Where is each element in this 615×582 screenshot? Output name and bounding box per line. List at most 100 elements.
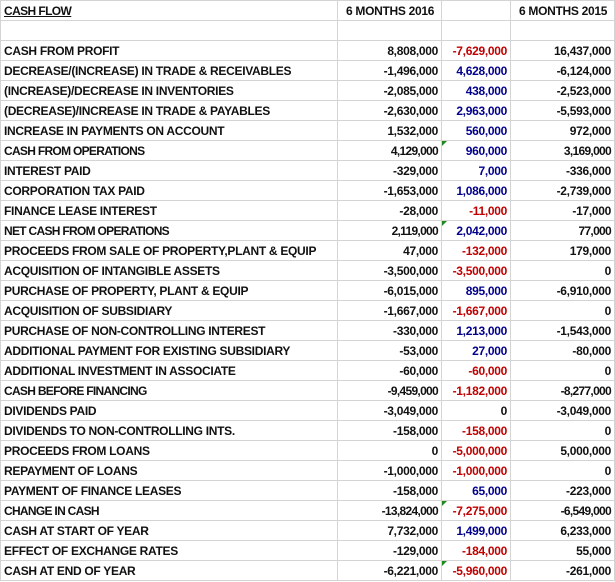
- difference-cell[interactable]: -5,960,000: [441, 560, 511, 581]
- row-label-cell[interactable]: ADDITIONAL INVESTMENT IN ASSOCIATE: [0, 360, 338, 381]
- row-label-cell[interactable]: PAYMENT OF FINANCE LEASES: [0, 480, 338, 501]
- value-2016-cell[interactable]: -6,221,000: [337, 560, 442, 581]
- row-label-cell[interactable]: INTEREST PAID: [0, 160, 338, 181]
- row-label-cell[interactable]: PURCHASE OF PROPERTY, PLANT & EQUIP: [0, 280, 338, 301]
- difference-cell[interactable]: 27,000: [441, 340, 511, 361]
- row-label-cell[interactable]: PROCEEDS FROM SALE OF PROPERTY,PLANT & E…: [0, 240, 338, 261]
- value-2016-cell[interactable]: 47,000: [337, 240, 442, 261]
- row-label-cell[interactable]: DECREASE/(INCREASE) IN TRADE & RECEIVABL…: [0, 60, 338, 81]
- difference-cell[interactable]: 2,042,000: [441, 220, 511, 241]
- empty-cell[interactable]: [441, 20, 511, 41]
- value-2016-cell[interactable]: -28,000: [337, 200, 442, 221]
- sheet-title[interactable]: CASH FLOW: [0, 0, 338, 21]
- difference-cell[interactable]: 1,086,000: [441, 180, 511, 201]
- value-2016-cell[interactable]: -330,000: [337, 320, 442, 341]
- value-2015-cell[interactable]: 5,000,000: [510, 440, 615, 461]
- value-2016-cell[interactable]: -6,015,000: [337, 280, 442, 301]
- row-label-cell[interactable]: ACQUISITION OF SUBSIDIARY: [0, 300, 338, 321]
- value-2016-cell[interactable]: -129,000: [337, 540, 442, 561]
- value-2015-cell[interactable]: 77,000: [510, 220, 615, 241]
- value-2016-cell[interactable]: -1,000,000: [337, 460, 442, 481]
- row-label-cell[interactable]: (INCREASE)/DECREASE IN INVENTORIES: [0, 80, 338, 101]
- difference-cell[interactable]: 438,000: [441, 80, 511, 101]
- value-2015-cell[interactable]: -3,049,000: [510, 400, 615, 421]
- column-header-2015[interactable]: 6 MONTHS 2015: [510, 0, 615, 21]
- difference-cell[interactable]: 895,000: [441, 280, 511, 301]
- value-2016-cell[interactable]: -60,000: [337, 360, 442, 381]
- column-header-difference[interactable]: [441, 0, 511, 21]
- row-label-cell[interactable]: PROCEEDS FROM LOANS: [0, 440, 338, 461]
- row-label-cell[interactable]: PURCHASE OF NON-CONTROLLING INTEREST: [0, 320, 338, 341]
- difference-cell[interactable]: -11,000: [441, 200, 511, 221]
- value-2015-cell[interactable]: 16,437,000: [510, 40, 615, 61]
- row-label-cell[interactable]: CASH FROM OPERATIONS: [0, 140, 338, 161]
- row-label-cell[interactable]: CORPORATION TAX PAID: [0, 180, 338, 201]
- value-2016-cell[interactable]: -1,667,000: [337, 300, 442, 321]
- value-2016-cell[interactable]: -13,824,000: [337, 500, 442, 521]
- value-2015-cell[interactable]: -336,000: [510, 160, 615, 181]
- value-2015-cell[interactable]: 0: [510, 300, 615, 321]
- value-2015-cell[interactable]: 0: [510, 260, 615, 281]
- value-2015-cell[interactable]: -223,000: [510, 480, 615, 501]
- row-label-cell[interactable]: EFFECT OF EXCHANGE RATES: [0, 540, 338, 561]
- row-label-cell[interactable]: (DECREASE)/INCREASE IN TRADE & PAYABLES: [0, 100, 338, 121]
- value-2016-cell[interactable]: 4,129,000: [337, 140, 442, 161]
- value-2016-cell[interactable]: 2,119,000: [337, 220, 442, 241]
- value-2016-cell[interactable]: -1,496,000: [337, 60, 442, 81]
- difference-cell[interactable]: -1,000,000: [441, 460, 511, 481]
- difference-cell[interactable]: -1,667,000: [441, 300, 511, 321]
- value-2016-cell[interactable]: -158,000: [337, 420, 442, 441]
- row-label-cell[interactable]: ACQUISITION OF INTANGIBLE ASSETS: [0, 260, 338, 281]
- value-2016-cell[interactable]: 0: [337, 440, 442, 461]
- value-2015-cell[interactable]: 3,169,000: [510, 140, 615, 161]
- value-2016-cell[interactable]: -53,000: [337, 340, 442, 361]
- difference-cell[interactable]: -132,000: [441, 240, 511, 261]
- column-header-2016[interactable]: 6 MONTHS 2016: [337, 0, 442, 21]
- empty-cell[interactable]: [337, 20, 442, 41]
- row-label-cell[interactable]: DIVIDENDS PAID: [0, 400, 338, 421]
- difference-cell[interactable]: 560,000: [441, 120, 511, 141]
- value-2015-cell[interactable]: 6,233,000: [510, 520, 615, 541]
- row-label-cell[interactable]: INCREASE IN PAYMENTS ON ACCOUNT: [0, 120, 338, 141]
- value-2016-cell[interactable]: -2,085,000: [337, 80, 442, 101]
- difference-cell[interactable]: 7,000: [441, 160, 511, 181]
- value-2016-cell[interactable]: -2,630,000: [337, 100, 442, 121]
- difference-cell[interactable]: -184,000: [441, 540, 511, 561]
- difference-cell[interactable]: 960,000: [441, 140, 511, 161]
- value-2015-cell[interactable]: -6,910,000: [510, 280, 615, 301]
- empty-cell[interactable]: [510, 20, 615, 41]
- difference-cell[interactable]: -1,182,000: [441, 380, 511, 401]
- row-label-cell[interactable]: CASH BEFORE FINANCING: [0, 380, 338, 401]
- row-label-cell[interactable]: CHANGE IN CASH: [0, 500, 338, 521]
- value-2016-cell[interactable]: -3,500,000: [337, 260, 442, 281]
- row-label-cell[interactable]: CASH AT END OF YEAR: [0, 560, 338, 581]
- value-2015-cell[interactable]: 0: [510, 460, 615, 481]
- difference-cell[interactable]: -7,629,000: [441, 40, 511, 61]
- empty-cell[interactable]: [0, 20, 338, 41]
- value-2015-cell[interactable]: -8,277,000: [510, 380, 615, 401]
- value-2015-cell[interactable]: -1,543,000: [510, 320, 615, 341]
- value-2015-cell[interactable]: 0: [510, 360, 615, 381]
- difference-cell[interactable]: 65,000: [441, 480, 511, 501]
- value-2016-cell[interactable]: 1,532,000: [337, 120, 442, 141]
- difference-cell[interactable]: -60,000: [441, 360, 511, 381]
- row-label-cell[interactable]: CASH AT START OF YEAR: [0, 520, 338, 541]
- value-2015-cell[interactable]: 55,000: [510, 540, 615, 561]
- row-label-cell[interactable]: ADDITIONAL PAYMENT FOR EXISTING SUBSIDIA…: [0, 340, 338, 361]
- row-label-cell[interactable]: NET CASH FROM OPERATIONS: [0, 220, 338, 241]
- row-label-cell[interactable]: FINANCE LEASE INTEREST: [0, 200, 338, 221]
- difference-cell[interactable]: -7,275,000: [441, 500, 511, 521]
- difference-cell[interactable]: -158,000: [441, 420, 511, 441]
- value-2015-cell[interactable]: 179,000: [510, 240, 615, 261]
- value-2015-cell[interactable]: -5,593,000: [510, 100, 615, 121]
- difference-cell[interactable]: 2,963,000: [441, 100, 511, 121]
- difference-cell[interactable]: -5,000,000: [441, 440, 511, 461]
- row-label-cell[interactable]: CASH FROM PROFIT: [0, 40, 338, 61]
- difference-cell[interactable]: 4,628,000: [441, 60, 511, 81]
- value-2016-cell[interactable]: -1,653,000: [337, 180, 442, 201]
- value-2016-cell[interactable]: -329,000: [337, 160, 442, 181]
- value-2015-cell[interactable]: 972,000: [510, 120, 615, 141]
- difference-cell[interactable]: -3,500,000: [441, 260, 511, 281]
- value-2016-cell[interactable]: -3,049,000: [337, 400, 442, 421]
- value-2015-cell[interactable]: -6,549,000: [510, 500, 615, 521]
